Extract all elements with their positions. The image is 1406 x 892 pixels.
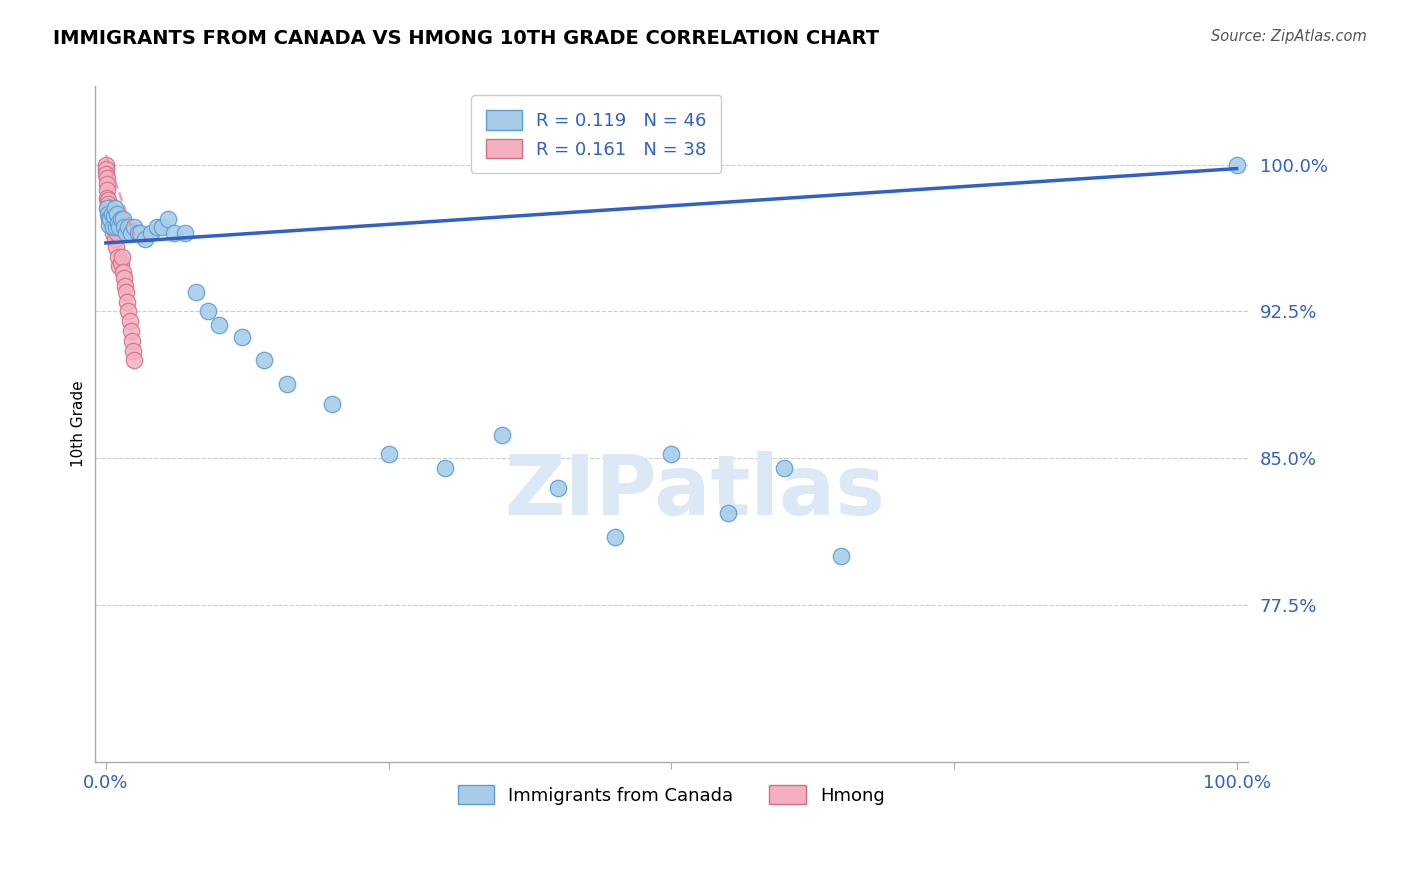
Legend: Immigrants from Canada, Hmong: Immigrants from Canada, Hmong <box>449 775 894 814</box>
Point <box>97 201 120 215</box>
Point <box>108 260 131 274</box>
Point <box>96 178 118 192</box>
Point <box>115 226 138 240</box>
Point <box>208 318 231 333</box>
Point <box>115 285 138 299</box>
Point <box>100 206 122 220</box>
Point <box>186 285 208 299</box>
Point <box>110 212 132 227</box>
Point <box>98 219 121 233</box>
Point <box>96 161 118 176</box>
Point <box>321 396 343 410</box>
Point <box>107 216 129 230</box>
Point <box>547 481 569 495</box>
Point <box>98 201 121 215</box>
Point <box>128 226 150 240</box>
Point <box>118 314 141 328</box>
Point <box>94 158 117 172</box>
Point <box>434 461 457 475</box>
Point <box>152 220 174 235</box>
Point <box>276 376 298 391</box>
Point <box>100 220 122 235</box>
Point <box>122 353 145 368</box>
Point <box>134 232 156 246</box>
Point <box>101 226 124 240</box>
Point <box>139 226 162 240</box>
Text: Source: ZipAtlas.com: Source: ZipAtlas.com <box>1211 29 1367 44</box>
Point <box>120 226 142 240</box>
Point <box>108 220 131 235</box>
Point <box>96 191 118 205</box>
Point <box>105 220 128 235</box>
Point <box>120 324 142 338</box>
Point <box>105 226 128 240</box>
Point <box>97 206 120 220</box>
Point <box>773 461 796 475</box>
Point <box>104 201 127 215</box>
Point <box>103 209 125 223</box>
Point <box>603 530 626 544</box>
Point <box>163 226 186 240</box>
Point <box>100 206 122 220</box>
Text: ZIPatlas: ZIPatlas <box>503 451 884 533</box>
Y-axis label: 10th Grade: 10th Grade <box>72 381 86 467</box>
Point <box>96 171 118 186</box>
Point <box>157 212 180 227</box>
Point <box>111 212 134 227</box>
Point <box>97 193 120 207</box>
Point <box>122 220 145 235</box>
Point <box>97 197 120 211</box>
Point <box>96 168 118 182</box>
Point <box>1226 158 1249 172</box>
Point <box>100 212 122 227</box>
Point <box>117 294 139 309</box>
Point <box>107 250 129 264</box>
Point <box>117 220 139 235</box>
Point <box>659 447 682 461</box>
Point <box>253 353 276 368</box>
Point <box>717 506 740 520</box>
Point <box>105 240 128 254</box>
Point <box>122 343 145 358</box>
Point <box>145 220 167 235</box>
Point <box>112 220 135 235</box>
Point <box>231 330 253 344</box>
Point <box>110 255 132 269</box>
Point <box>101 212 124 227</box>
Point <box>103 220 125 235</box>
Point <box>114 279 136 293</box>
Point <box>101 220 124 235</box>
Point <box>111 265 134 279</box>
Point <box>100 212 122 227</box>
Point <box>105 206 128 220</box>
Point <box>96 183 118 197</box>
Text: IMMIGRANTS FROM CANADA VS HMONG 10TH GRADE CORRELATION CHART: IMMIGRANTS FROM CANADA VS HMONG 10TH GRA… <box>53 29 880 47</box>
Point <box>112 271 135 285</box>
Point <box>104 232 127 246</box>
Point <box>97 202 120 217</box>
Point <box>96 201 118 215</box>
Point <box>830 549 852 564</box>
Point <box>121 334 143 348</box>
Point <box>117 304 139 318</box>
Point <box>377 447 399 461</box>
Point <box>111 250 134 264</box>
Point <box>127 226 149 240</box>
Point <box>491 427 513 442</box>
Point <box>98 211 121 225</box>
Point <box>98 211 121 225</box>
Point <box>174 226 197 240</box>
Point <box>100 201 122 215</box>
Point <box>197 304 219 318</box>
